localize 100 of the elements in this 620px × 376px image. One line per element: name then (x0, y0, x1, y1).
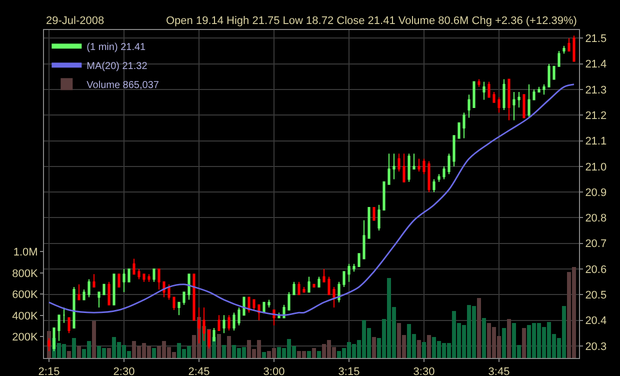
candlestick (132, 258, 136, 275)
candlestick (472, 81, 476, 108)
candlestick (528, 84, 530, 118)
bar (67, 351, 71, 358)
candlestick (192, 274, 196, 321)
y-tick-label: 20.6 (585, 264, 607, 276)
candlestick (108, 281, 110, 306)
candlestick (408, 153, 410, 182)
y2-tick-label: 200K (12, 332, 38, 344)
candlestick (242, 296, 246, 316)
candlestick (498, 96, 500, 114)
bar (372, 337, 376, 358)
bar (77, 346, 81, 358)
candlestick (508, 78, 510, 121)
candlestick (158, 268, 160, 290)
candlestick (448, 153, 450, 175)
bar (317, 351, 321, 358)
bar (507, 319, 511, 358)
candlestick (322, 268, 326, 282)
candlestick (238, 306, 240, 326)
candlestick (502, 78, 506, 111)
y-tick-label: 21.0 (585, 161, 607, 174)
candlestick (312, 284, 316, 288)
x-tick-label: 2:15 (38, 366, 60, 376)
candlestick (512, 92, 516, 121)
bar (227, 336, 231, 358)
bar (152, 348, 156, 358)
candlestick (232, 312, 236, 332)
y-tick-label: 21.3 (585, 84, 607, 96)
candlestick (572, 35, 576, 62)
candlestick (458, 122, 460, 139)
candlestick (172, 296, 176, 311)
bar (72, 338, 76, 358)
candlestick (532, 89, 536, 100)
bar (222, 345, 226, 358)
candlestick (148, 274, 150, 282)
candlestick (468, 94, 470, 118)
candlestick (562, 45, 566, 54)
bar (422, 342, 426, 358)
candlestick (478, 78, 480, 88)
candlestick (222, 314, 226, 334)
candlestick (522, 94, 526, 118)
candlestick (358, 253, 360, 267)
candlestick (348, 263, 350, 282)
bar (482, 318, 486, 358)
candlestick (492, 92, 496, 103)
candlestick (432, 178, 436, 193)
y-tick-label: 21.2 (585, 110, 607, 122)
candlestick (342, 271, 346, 288)
candlestick (538, 86, 540, 93)
candlestick (102, 284, 106, 296)
y-tick-label: 21.5 (585, 33, 607, 46)
candlestick (228, 314, 230, 332)
candlestick (402, 153, 406, 182)
candlestick (188, 274, 190, 300)
candlestick (568, 38, 570, 52)
y-tick-label: 20.3 (585, 340, 607, 353)
candlestick (128, 268, 130, 282)
candlestick (328, 276, 330, 296)
bar (477, 298, 481, 358)
candlestick (488, 81, 490, 98)
candlestick (388, 153, 390, 185)
x-tick-label: 3:45 (488, 366, 510, 376)
y-tick-label: 20.8 (585, 212, 607, 225)
y-tick-label: 21.1 (585, 136, 607, 148)
candlestick (422, 158, 426, 175)
candlestick (112, 274, 116, 306)
candlestick (412, 153, 416, 170)
y2-tick-label: 800K (12, 268, 38, 280)
bar (522, 328, 526, 358)
candlestick (62, 306, 66, 324)
chart-title: 29-Jul-2008 (46, 15, 104, 27)
bar (262, 352, 266, 358)
bar (217, 334, 221, 358)
candlestick (372, 206, 376, 221)
candlestick (352, 263, 356, 272)
candlestick (182, 292, 186, 306)
candlestick (82, 289, 86, 300)
candlestick (452, 135, 456, 167)
candlestick (68, 317, 70, 334)
candlestick (302, 286, 306, 293)
candlestick (88, 278, 90, 298)
bar (92, 321, 96, 358)
x-tick-label: 2:45 (188, 366, 210, 376)
candlestick (292, 281, 296, 296)
candlestick (218, 314, 220, 332)
legend-label: MA(20) 21.32 (86, 61, 148, 72)
candlestick (262, 302, 266, 314)
chart-subtitle: Open 19.14 High 21.75 Low 18.72 Close 21.41 Volume 80.6M Chg +2.36 (+12.39%) (166, 15, 577, 27)
legend-label: (1 min) 21.41 (86, 42, 146, 54)
candlestick (98, 292, 100, 308)
candlestick (332, 286, 336, 308)
candlestick (248, 296, 250, 314)
candlestick (268, 299, 270, 308)
candlestick (482, 81, 486, 100)
candlestick (392, 153, 396, 180)
x-tick-label: 3:30 (413, 366, 435, 376)
candlestick (548, 63, 550, 88)
candlestick (368, 206, 370, 239)
candlestick (138, 268, 140, 280)
